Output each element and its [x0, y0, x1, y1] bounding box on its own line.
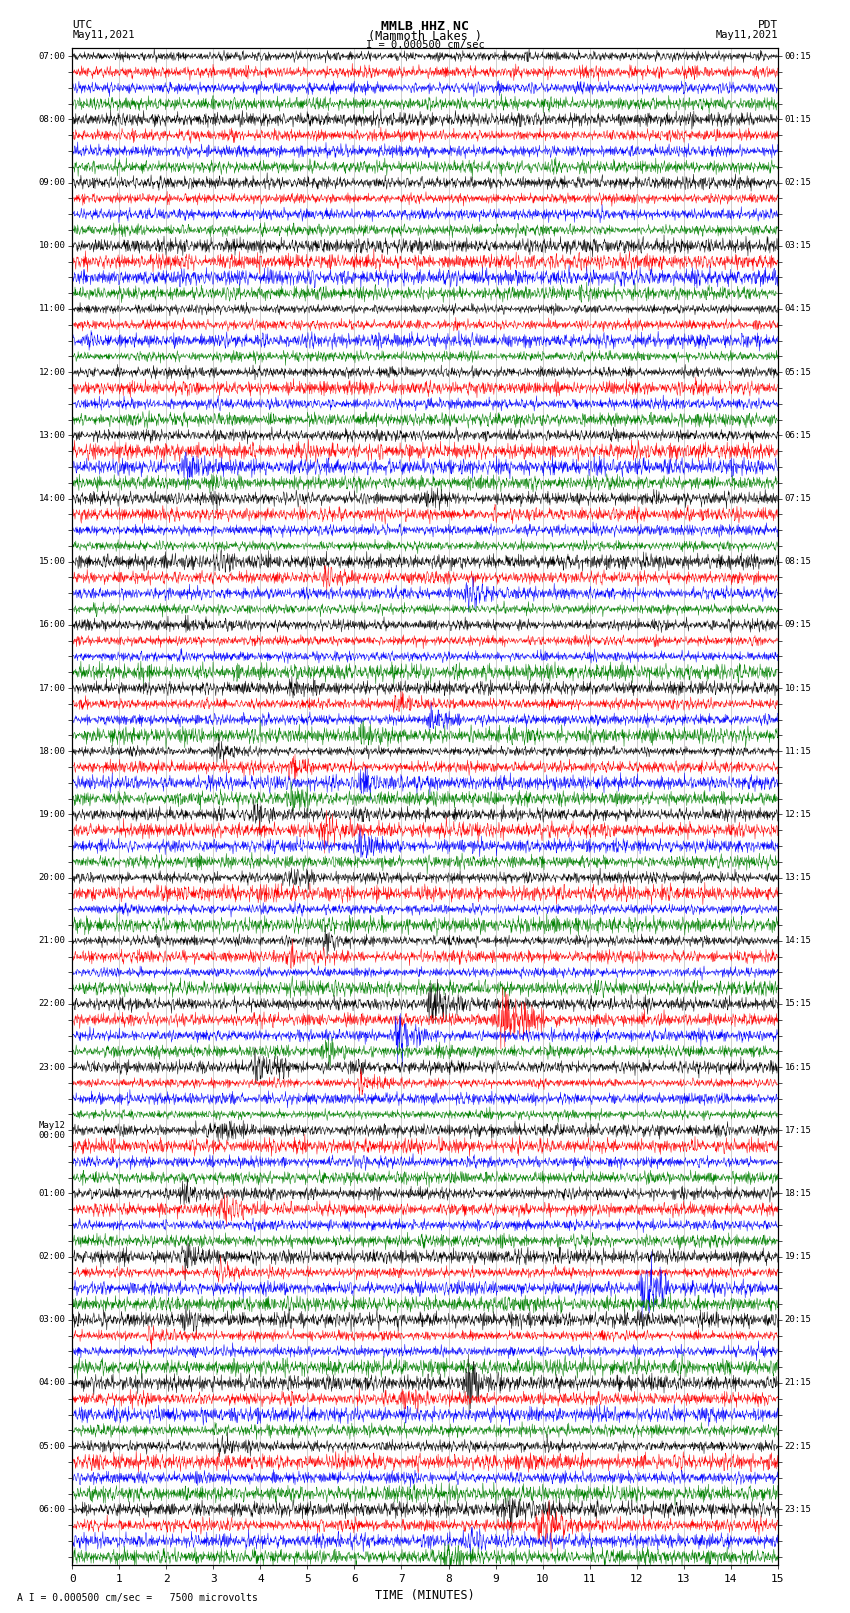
Text: (Mammoth Lakes ): (Mammoth Lakes ): [368, 31, 482, 44]
Text: PDT: PDT: [757, 19, 778, 31]
Text: A I = 0.000500 cm/sec =   7500 microvolts: A I = 0.000500 cm/sec = 7500 microvolts: [17, 1594, 258, 1603]
Text: May11,2021: May11,2021: [715, 31, 778, 40]
X-axis label: TIME (MINUTES): TIME (MINUTES): [375, 1589, 475, 1602]
Text: UTC: UTC: [72, 19, 93, 31]
Text: I = 0.000500 cm/sec: I = 0.000500 cm/sec: [366, 39, 484, 50]
Text: May11,2021: May11,2021: [72, 31, 135, 40]
Text: MMLB HHZ NC: MMLB HHZ NC: [381, 19, 469, 34]
